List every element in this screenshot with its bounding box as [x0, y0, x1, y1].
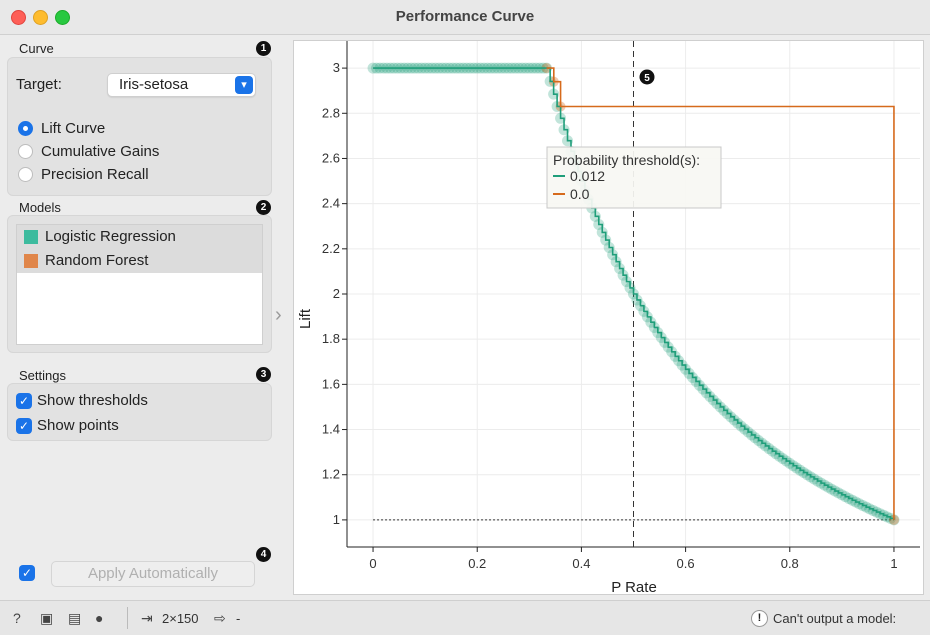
y-tick-label: 1.4 — [322, 422, 340, 437]
input-icon: ⇥ — [141, 610, 153, 626]
series-lines — [373, 67, 895, 520]
tooltip-box — [546, 146, 722, 209]
tooltip-value-lr: 0.012 — [570, 168, 605, 184]
badge-5-circle — [639, 69, 655, 85]
show-thresholds-label[interactable]: Show thresholds — [37, 392, 148, 409]
chevron-right-icon[interactable]: › — [275, 304, 282, 326]
data-size: 2×150 — [162, 611, 199, 626]
logistic-regression-line — [373, 67, 895, 520]
random-forest-line — [546, 67, 895, 520]
x-tick-label: 0.8 — [781, 556, 799, 571]
close-window-button[interactable] — [11, 10, 26, 25]
badge-2: 2 — [256, 200, 271, 215]
badge-4: 4 — [256, 547, 271, 562]
chevron-down-icon: ▾ — [235, 76, 253, 94]
y-tick-label: 2.6 — [322, 150, 340, 165]
y-tick-label: 1.6 — [322, 376, 340, 391]
settings-section-label: Settings — [19, 368, 66, 383]
models-section-label: Models — [19, 200, 61, 215]
radio-cumulative-gains[interactable] — [18, 144, 33, 159]
badge-3: 3 — [256, 367, 271, 382]
model-item-logistic-regression[interactable]: Logistic Regression — [17, 225, 262, 249]
radio-cumulative-gains-label[interactable]: Cumulative Gains — [41, 143, 160, 160]
show-points-label[interactable]: Show points — [37, 417, 119, 434]
tooltip-title: Probability threshold(s): — [553, 152, 700, 168]
y-tick-label: 2.4 — [322, 196, 340, 211]
show-thresholds-checkbox[interactable]: ✓ — [16, 393, 32, 409]
warning-icon[interactable]: ! — [751, 610, 768, 627]
model-color-swatch — [24, 230, 38, 244]
y-tick-label: 1.8 — [322, 331, 340, 346]
status-divider — [127, 607, 128, 629]
settings-box — [7, 383, 272, 441]
models-list[interactable]: Logistic Regression Random Forest — [16, 224, 263, 345]
x-axis-label: P Rate — [611, 579, 657, 594]
target-select[interactable]: Iris-setosa ▾ — [107, 73, 256, 97]
axes: 0 0.2 0.4 0.6 0.8 1 1 1.2 1.4 1.6 1.8 2 2.2 2.4 2.6 2.8… — [322, 41, 920, 571]
window-title: Performance Curve — [395, 8, 535, 25]
target-select-value: Iris-setosa — [119, 76, 189, 93]
x-tick-label: 0 — [369, 556, 376, 571]
save-icon[interactable]: ▣ — [40, 610, 54, 626]
x-tick-label: 0.4 — [572, 556, 590, 571]
help-icon[interactable]: ? — [13, 610, 21, 626]
curve-section-label: Curve — [19, 41, 54, 56]
zoom-window-button[interactable] — [55, 10, 70, 25]
radio-precision-recall-label[interactable]: Precision Recall — [41, 166, 149, 183]
y-tick-label: 2.8 — [322, 105, 340, 120]
radio-lift-curve-label[interactable]: Lift Curve — [41, 120, 106, 137]
target-label: Target: — [16, 76, 62, 93]
plot-area[interactable]: 0 0.2 0.4 0.6 0.8 1 1 1.2 1.4 1.6 1.8 2 2.2 2.4 2.6 2.8… — [293, 40, 924, 596]
status-bar: ? ▣ ▤ ● ⇥ 2×150 ⇨ - ! Can't output a mod… — [0, 600, 930, 635]
radio-precision-recall[interactable] — [18, 167, 33, 182]
model-label: Logistic Regression — [45, 228, 176, 245]
y-tick-label: 2 — [333, 286, 340, 301]
palette-icon[interactable]: ● — [95, 610, 104, 626]
apply-automatically-checkbox[interactable]: ✓ — [19, 565, 35, 581]
y-tick-label: 2.2 — [322, 241, 340, 256]
threshold-tooltip: Probability threshold(s): 0.012 0.0 — [546, 146, 722, 209]
show-points-checkbox[interactable]: ✓ — [16, 418, 32, 434]
y-tick-label: 1.2 — [322, 467, 340, 482]
warning-message: Can't output a model: — [773, 611, 897, 626]
apply-automatically-button[interactable]: Apply Automatically — [51, 561, 255, 587]
model-color-swatch — [24, 254, 38, 268]
tooltip-value-rf: 0.0 — [570, 186, 590, 202]
plot-badge: 5 — [639, 69, 655, 85]
lift-chart[interactable]: 0 0.2 0.4 0.6 0.8 1 1 1.2 1.4 1.6 1.8 2 2.2 2.4 2.6 2.8… — [294, 41, 923, 596]
y-axis-label: Lift — [297, 308, 314, 329]
output-status: - — [236, 611, 241, 626]
badge-1: 1 — [256, 41, 271, 56]
title-bar: Performance Curve — [0, 0, 930, 35]
y-tick-label: 1 — [333, 512, 340, 527]
radio-lift-curve[interactable] — [18, 121, 33, 136]
control-panel: Curve 1 Target: Iris-setosa ▾ Lift Curve… — [0, 35, 282, 599]
output-icon: ⇨ — [214, 610, 226, 626]
model-item-random-forest[interactable]: Random Forest — [17, 249, 262, 273]
y-tick-label: 3 — [333, 60, 340, 75]
badge-5: 5 — [644, 73, 650, 84]
minimize-window-button[interactable] — [33, 10, 48, 25]
model-label: Random Forest — [45, 252, 149, 269]
x-tick-label: 1 — [890, 556, 897, 571]
report-icon[interactable]: ▤ — [68, 610, 82, 626]
x-tick-label: 0.6 — [677, 556, 695, 571]
x-tick-label: 0.2 — [468, 556, 486, 571]
